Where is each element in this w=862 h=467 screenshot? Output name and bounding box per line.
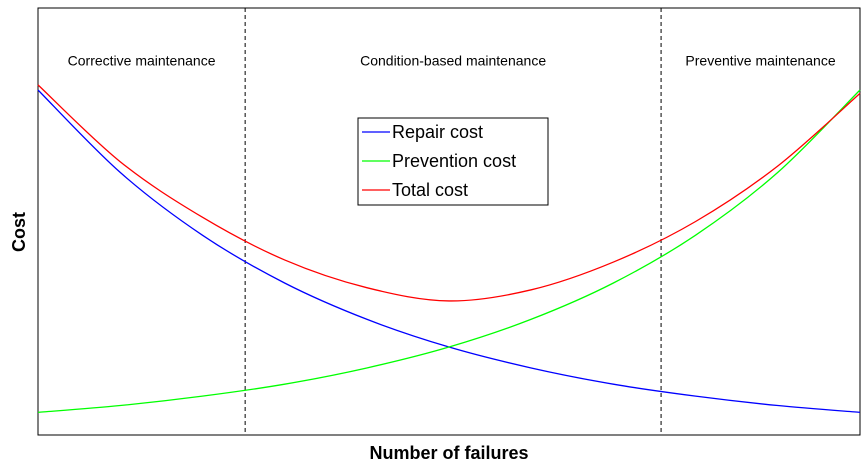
series-line — [37, 84, 861, 302]
plot-frame — [37, 7, 861, 436]
legend-label: Prevention cost — [392, 151, 516, 171]
legend-label: Repair cost — [392, 122, 483, 142]
region-label: Corrective maintenance — [68, 53, 216, 69]
region-label: Condition-based maintenance — [360, 53, 546, 69]
region-label: Preventive maintenance — [685, 53, 835, 69]
series-line — [37, 89, 861, 414]
legend-label: Total cost — [392, 180, 468, 200]
y-axis-title: Cost — [9, 212, 29, 252]
x-axis-title: Number of failures — [369, 443, 528, 463]
